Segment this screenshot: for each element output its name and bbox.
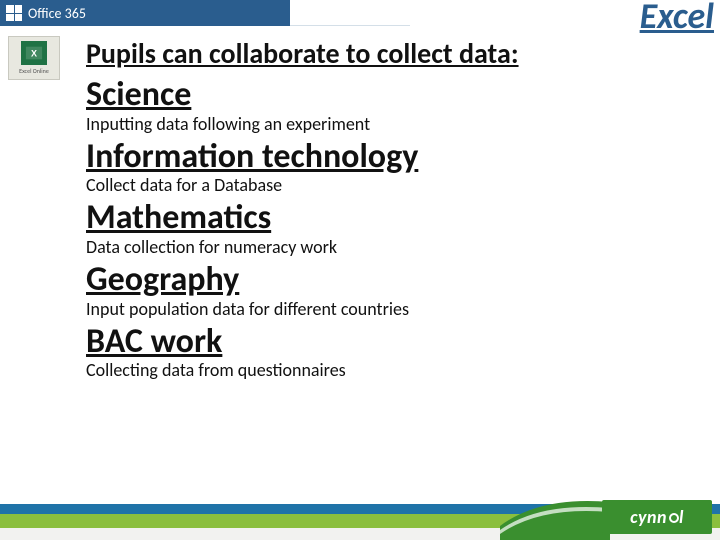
page-title: Excel	[640, 0, 714, 38]
subject-heading: BAC work	[86, 324, 700, 360]
slide: Office 365 Excel X Excel Online Pupils c…	[0, 0, 720, 540]
header-bar: Office 365	[0, 0, 290, 26]
cynnal-logo: cynnl	[602, 500, 712, 534]
svg-text:X: X	[31, 49, 37, 59]
subject-desc: Input population data for different coun…	[86, 300, 700, 318]
cynnal-text-a: cynn	[630, 506, 667, 528]
cynnal-text-b: l	[679, 506, 684, 528]
content-column: Pupils can collaborate to collect data: …	[86, 36, 700, 379]
lead-heading: Pupils can collaborate to collect data:	[86, 36, 700, 71]
subject-heading: Science	[86, 77, 700, 113]
subject-desc: Inputting data following an experiment	[86, 115, 700, 133]
subject-desc: Collecting data from questionnaires	[86, 361, 700, 379]
subject-heading: Mathematics	[86, 200, 700, 236]
subject-heading: Information technology	[86, 139, 700, 175]
subject-desc: Data collection for numeracy work	[86, 238, 700, 256]
excel-icon: X	[21, 41, 47, 65]
office-logo-icon	[6, 5, 22, 21]
header-divider	[290, 25, 410, 26]
brand-text: Office 365	[28, 5, 86, 22]
cynnal-ring-icon	[669, 513, 679, 523]
excel-tile: X Excel Online	[8, 36, 60, 80]
footer: cynnl	[0, 496, 720, 540]
subject-heading: Geography	[86, 262, 700, 298]
subject-desc: Collect data for a Database	[86, 176, 700, 194]
excel-tile-caption: Excel Online	[19, 67, 49, 75]
